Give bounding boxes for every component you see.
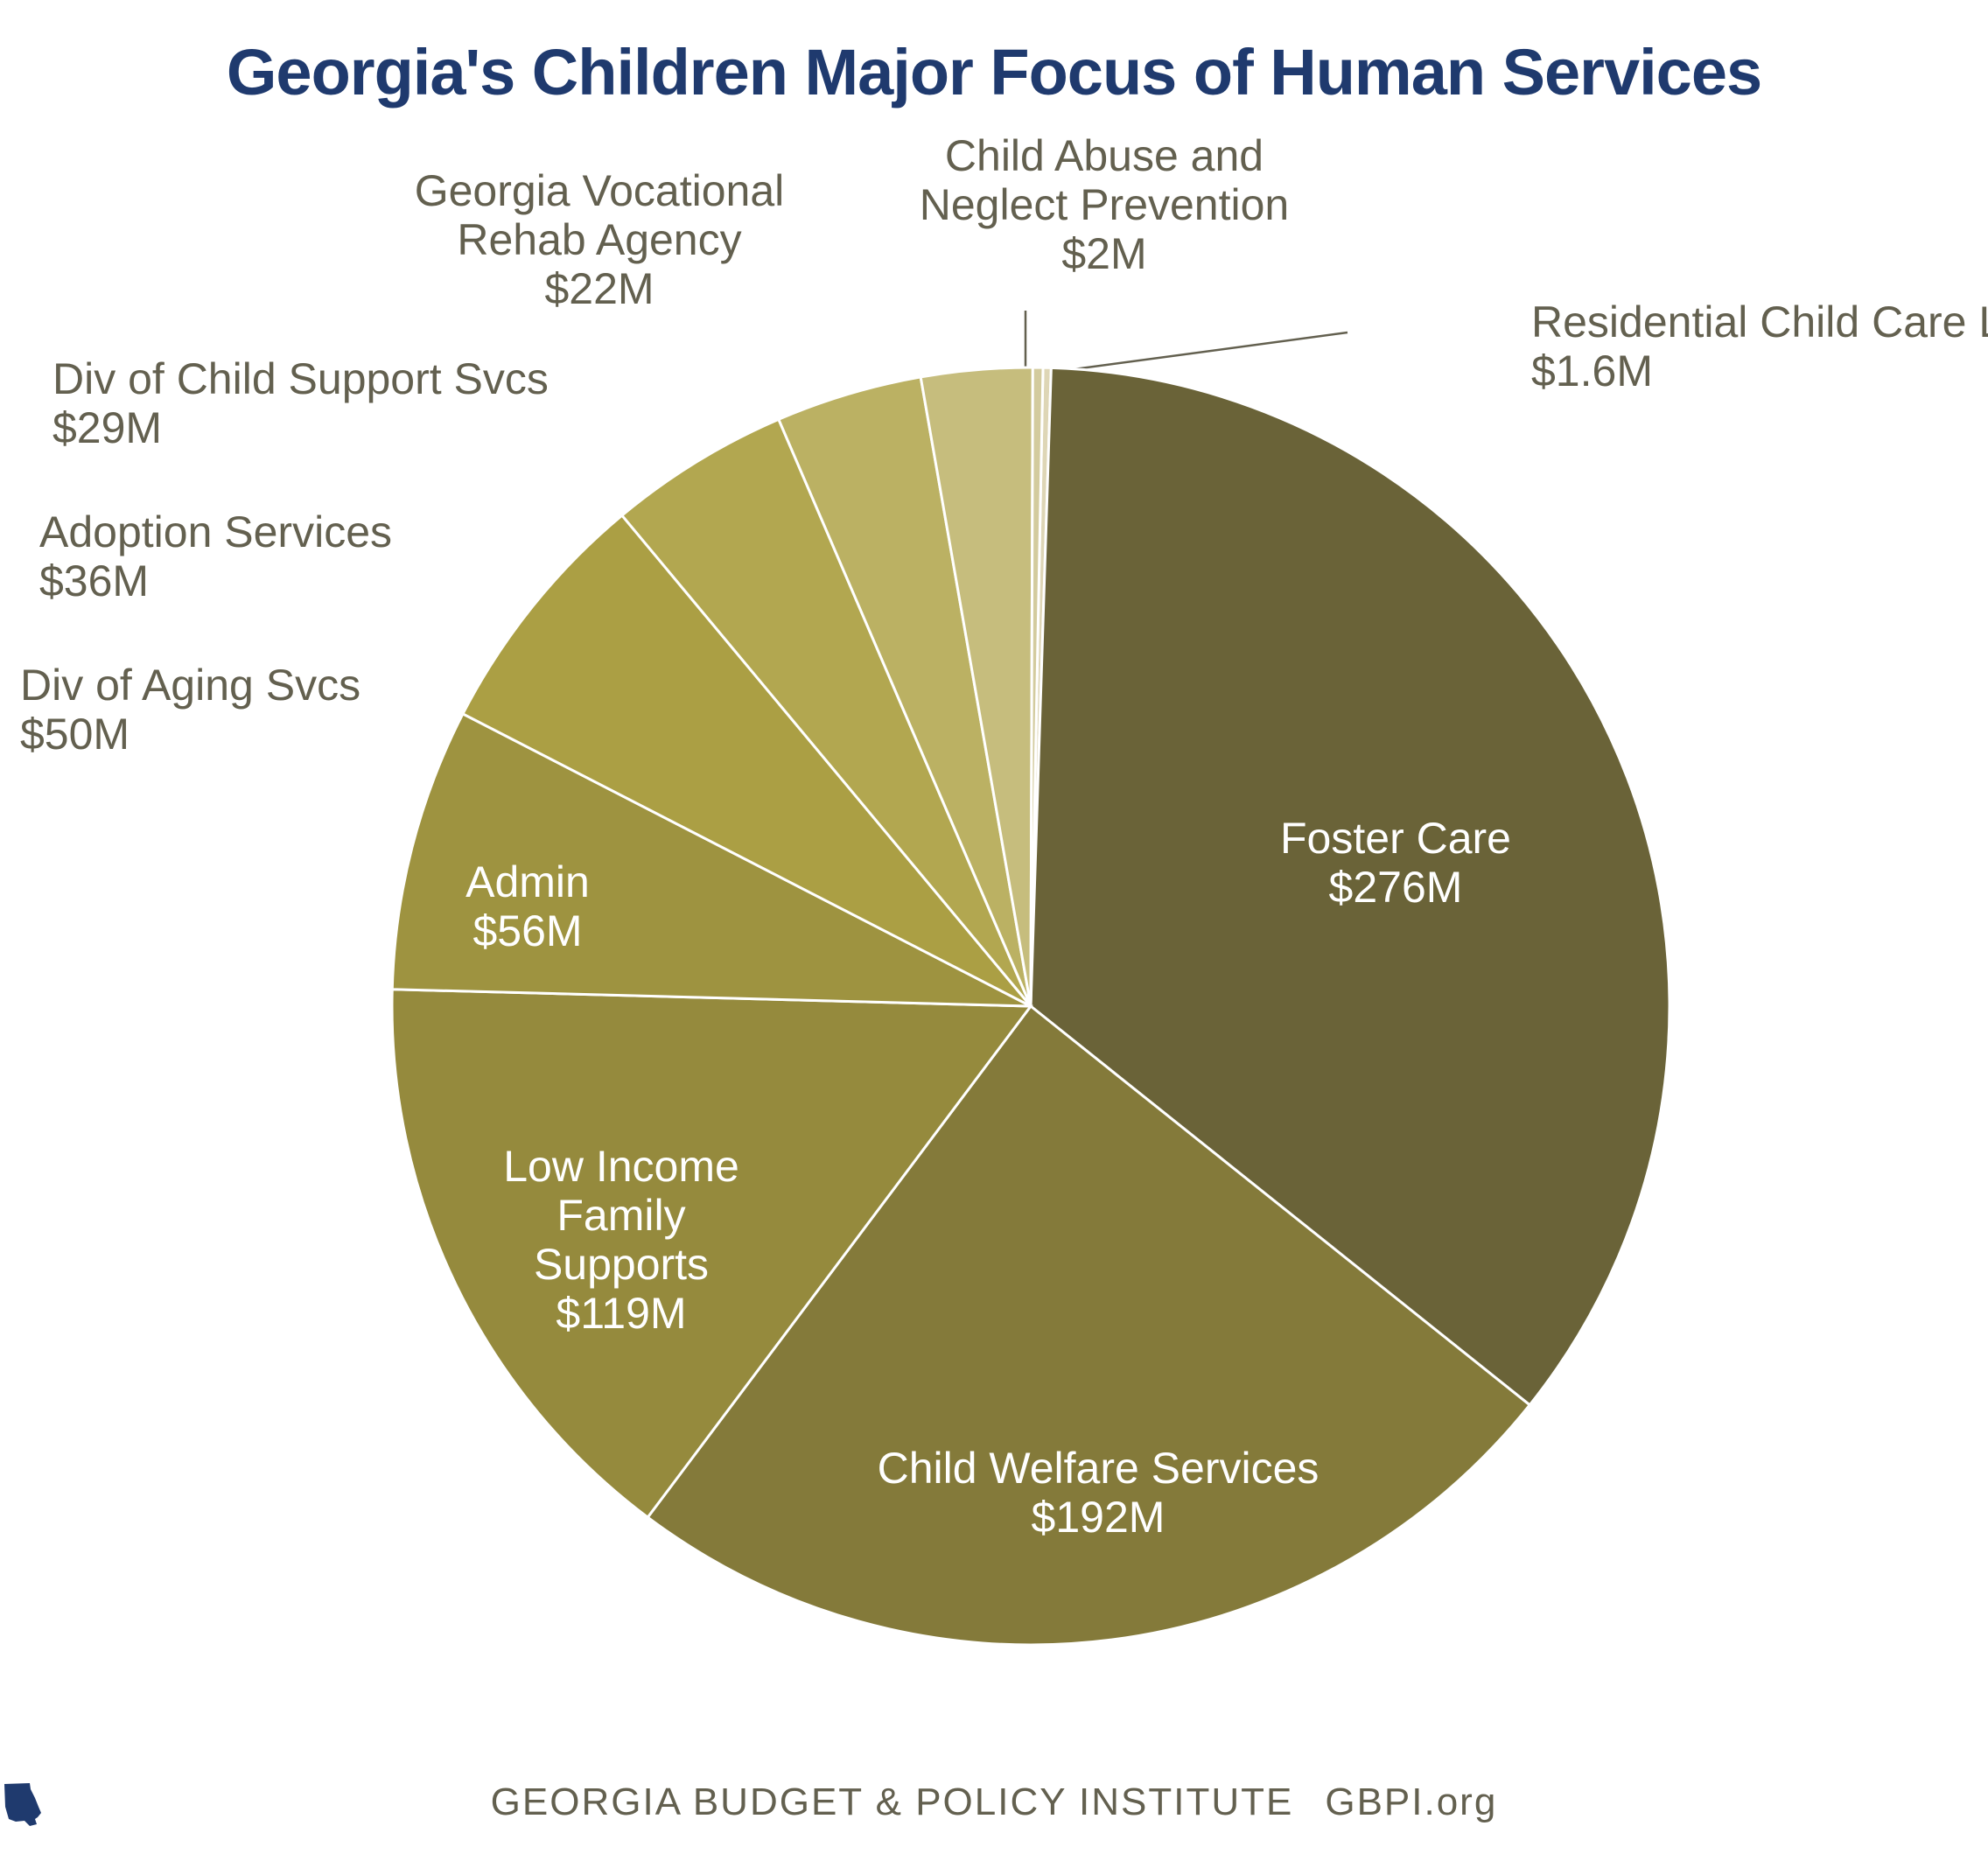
footer-url: GBPI.org bbox=[1325, 1781, 1497, 1824]
leader-line bbox=[1054, 332, 1348, 372]
slice-label: Child Abuse andNeglect Prevention$2M bbox=[920, 131, 1289, 278]
slice-label: Div of Child Support Svcs$29M bbox=[52, 354, 549, 452]
footer-org: GEORGIA BUDGET & POLICY INSTITUTE bbox=[491, 1781, 1294, 1824]
slice-label: Georgia VocationalRehab Agency$22M bbox=[415, 166, 785, 313]
pie-chart: Residential Child Care Licensing$1.6MFos… bbox=[0, 0, 1988, 1861]
slice-label: Adoption Services$36M bbox=[39, 507, 392, 605]
slice-label: Admin$56M bbox=[466, 857, 590, 955]
slice-label: Residential Child Care Licensing$1.6M bbox=[1531, 297, 1988, 395]
slice-label: Div of Aging Svcs$50M bbox=[20, 661, 360, 759]
footer: GEORGIA BUDGET & POLICY INSTITUTE GBPI.o… bbox=[0, 1781, 1988, 1824]
